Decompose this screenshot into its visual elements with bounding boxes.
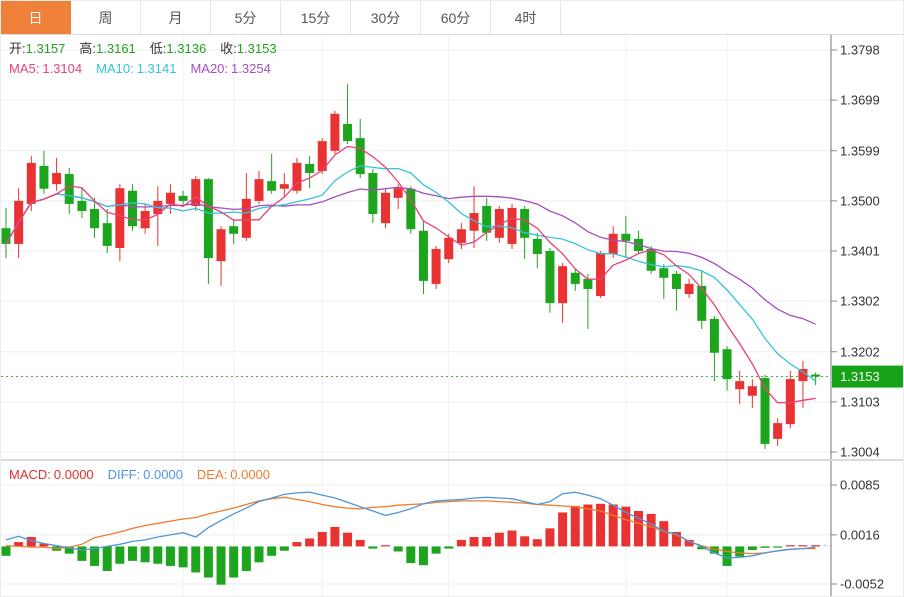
high-label: 高:: [79, 41, 97, 56]
svg-text:1.3699: 1.3699: [840, 93, 880, 108]
tab-4hour[interactable]: 4时: [491, 1, 561, 34]
ma10-value: 1.3141: [136, 61, 177, 76]
tab-30min[interactable]: 30分: [351, 1, 421, 34]
macd-gridlines: [1, 461, 831, 596]
tab-15min[interactable]: 15分: [281, 1, 351, 34]
candles-layer: [1, 83, 821, 449]
ma20-value: 1.3254: [231, 61, 271, 76]
svg-text:1.3302: 1.3302: [840, 294, 880, 309]
macd-indicator-chart[interactable]: 0.0085 0.0016 -0.0052: [1, 461, 904, 597]
svg-text:1.3599: 1.3599: [840, 143, 880, 158]
ma10-line: [5, 165, 816, 382]
ohlc-info-line: 开:1.3157 高:1.3161 低:1.3136 收:1.3153: [9, 40, 277, 58]
ma-info-line: MA5: 1.3104 MA10: 1.3141 MA20: 1.3254: [9, 60, 271, 78]
ma5-value: 1.3104: [42, 61, 83, 76]
diff-label: DIFF:: [107, 467, 141, 482]
svg-text:0.0085: 0.0085: [840, 478, 880, 493]
tab-month[interactable]: 月: [141, 1, 211, 34]
tab-day[interactable]: 日: [1, 1, 71, 34]
diff-line: [5, 491, 816, 559]
chart-area: 1.3798 1.3699 1.3599 1.3500 1.3401 1.3302 1.32…: [1, 35, 904, 597]
ma5-label: MA5:: [9, 61, 40, 76]
panel-divider: [1, 459, 903, 461]
low-label: 低:: [149, 41, 167, 56]
dea-value: 0.0000: [230, 467, 271, 482]
ma5-line: [5, 145, 816, 404]
tab-week[interactable]: 周: [71, 1, 141, 34]
close-label: 收:: [220, 41, 237, 56]
svg-text:1.3103: 1.3103: [840, 394, 880, 409]
tab-60min[interactable]: 60分: [421, 1, 491, 34]
dea-line: [5, 496, 816, 555]
diff-value: 0.0000: [143, 467, 183, 482]
svg-text:0.0016: 0.0016: [840, 527, 880, 542]
low-value: 1.3136: [166, 41, 207, 56]
open-value: 1.3157: [25, 41, 66, 56]
svg-text:1.3500: 1.3500: [840, 193, 880, 208]
macd-info-line: MACD: 0.0000 DIFF: 0.0000 DEA: 0.0000: [9, 466, 270, 484]
macd-label: MACD:: [9, 467, 51, 482]
ma20-line: [5, 186, 816, 325]
svg-text:1.3202: 1.3202: [840, 344, 880, 359]
svg-text:1.3153: 1.3153: [840, 369, 880, 384]
tab-5min[interactable]: 5分: [211, 1, 281, 34]
price-axis-labels: 1.3798 1.3699 1.3599 1.3500 1.3401 1.3302 1.32…: [831, 43, 880, 460]
dea-label: DEA:: [196, 467, 228, 482]
svg-text:-0.0052: -0.0052: [840, 577, 884, 592]
macd-histogram: [1, 503, 821, 585]
macd-value: 0.0000: [53, 467, 94, 482]
svg-text:1.3798: 1.3798: [840, 43, 880, 58]
macd-axis-labels: 0.0085 0.0016 -0.0052: [831, 478, 884, 592]
svg-text:1.3004: 1.3004: [840, 445, 880, 460]
ma20-label: MA20:: [190, 61, 229, 76]
svg-text:1.3401: 1.3401: [840, 244, 880, 259]
current-price-tag: 1.3153: [832, 365, 903, 388]
high-value: 1.3161: [96, 41, 136, 56]
timeframe-toolbar: 日周月 5分 15分 30分 60分 4时: [1, 1, 903, 35]
open-label: 开:: [9, 41, 26, 56]
main-candlestick-chart[interactable]: 1.3798 1.3699 1.3599 1.3500 1.3401 1.3302 1.32…: [1, 35, 904, 459]
main-gridlines: [1, 35, 831, 459]
close-value: 1.3153: [236, 41, 277, 56]
ma10-label: MA10:: [96, 61, 134, 76]
